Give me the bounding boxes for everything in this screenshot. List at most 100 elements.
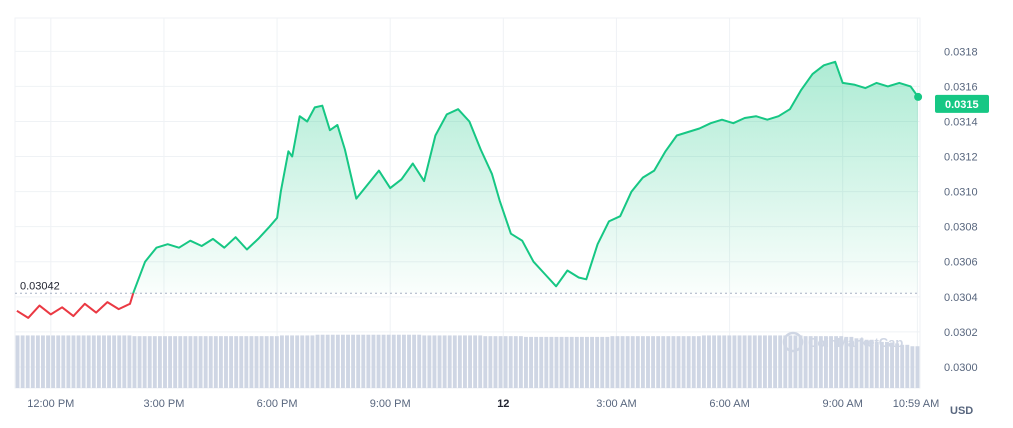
volume-bar [768, 335, 772, 388]
volume-bar [447, 335, 452, 388]
y-tick-label: 0.0302 [944, 327, 978, 339]
price-area-fill [133, 61, 919, 294]
x-tick-label: 9:00 PM [370, 398, 411, 410]
volume-bar [76, 335, 81, 388]
volume-bar [371, 334, 376, 388]
volume-bar [366, 334, 371, 388]
volume-bar [285, 335, 289, 388]
volume-bar [747, 335, 752, 388]
volume-bar [30, 335, 35, 388]
volume-bar [549, 336, 554, 388]
volume-bar [91, 335, 96, 388]
volume-bar [96, 335, 101, 388]
volume-bar [163, 336, 167, 388]
x-tick-label: 6:00 PM [257, 398, 298, 410]
volume-bar [554, 336, 559, 388]
volume-bars [15, 334, 920, 388]
volume-bar [890, 343, 894, 388]
price-lines [16, 60, 919, 319]
current-price-badge-bg [935, 94, 989, 113]
volume-bar [610, 336, 615, 388]
volume-bar [742, 335, 747, 388]
volume-bar [752, 335, 757, 388]
volume-bar [229, 336, 234, 388]
volume-bar [391, 334, 396, 388]
volume-bar [198, 336, 203, 388]
volume-bar [524, 336, 528, 388]
volume-bar [188, 336, 193, 388]
y-axis-ticks: 0.0300 0.0302 0.0304 0.0306 0.0308 0.0310 0.03… [944, 46, 978, 374]
volume-bar [788, 335, 793, 388]
volume-bar [320, 334, 325, 388]
volume-bar [757, 335, 762, 388]
volume-bar [468, 335, 472, 388]
volume-bar [356, 334, 361, 388]
coinmarketcap-watermark: CoinMarketCap [782, 331, 903, 353]
volume-bar [168, 336, 173, 388]
volume-bar [346, 334, 350, 388]
volume-bar [203, 336, 208, 388]
volume-bar [534, 336, 539, 388]
volume-bar [818, 336, 823, 388]
volume-bar [808, 336, 813, 388]
volume-bar [910, 346, 915, 388]
volume-bar [569, 336, 574, 388]
volume-bar [539, 336, 544, 388]
volume-bar [823, 336, 828, 388]
volume-bar [173, 336, 178, 388]
volume-bar [463, 335, 467, 388]
volume-bar [208, 336, 213, 388]
volume-bar [20, 335, 25, 388]
volume-bar [340, 334, 345, 388]
volume-bar [81, 335, 86, 388]
volume-bar [361, 334, 366, 388]
volume-bar [793, 335, 798, 388]
x-axis-ticks: 12:00 PM 3:00 PM 6:00 PM 9:00 PM 12 3:00 AM 6:… [27, 398, 939, 410]
volume-bar [386, 334, 391, 388]
volume-bar [330, 334, 335, 388]
volume-bar [646, 336, 650, 388]
x-tick-label: 9:00 AM [823, 398, 863, 410]
volume-bar [605, 336, 610, 388]
volume-bar [518, 336, 523, 388]
volume-bar [412, 334, 417, 388]
volume-bar [407, 334, 411, 388]
volume-bar [402, 334, 406, 388]
volume-bar [879, 341, 884, 388]
volume-bar [559, 336, 564, 388]
volume-bar [66, 335, 71, 388]
volume-bar [803, 336, 808, 388]
volume-bar [844, 336, 849, 388]
volume-bar [508, 336, 513, 388]
volume-bar [834, 336, 839, 388]
volume-bar [874, 341, 879, 388]
volume-bar [178, 336, 183, 388]
volume-bar [595, 336, 600, 388]
volume-bar [615, 336, 620, 388]
x-tick-label: 12 [497, 398, 509, 410]
volume-bar [503, 336, 508, 388]
volume-bar [325, 334, 330, 388]
volume-bar [452, 335, 457, 388]
volume-bar [437, 335, 442, 388]
reference-price-label: 0.03042 [20, 280, 60, 292]
volume-bar [422, 335, 427, 388]
volume-bar [315, 334, 320, 388]
volume-bar [513, 336, 518, 388]
volume-bar [127, 335, 132, 388]
volume-bar [457, 335, 462, 388]
volume-bar [396, 334, 401, 388]
volume-bar [15, 335, 20, 388]
x-tick-label: 3:00 PM [143, 398, 184, 410]
volume-bar [630, 336, 635, 388]
volume-bar [737, 335, 742, 388]
y-tick-label: 0.0318 [944, 46, 978, 58]
volume-bar [417, 334, 422, 388]
volume-bar [86, 335, 91, 388]
volume-bar [305, 335, 310, 388]
volume-bar [691, 336, 696, 388]
volume-bar [529, 336, 533, 388]
volume-bar [483, 336, 488, 388]
volume-bar [193, 336, 198, 388]
volume-bar [432, 335, 437, 388]
